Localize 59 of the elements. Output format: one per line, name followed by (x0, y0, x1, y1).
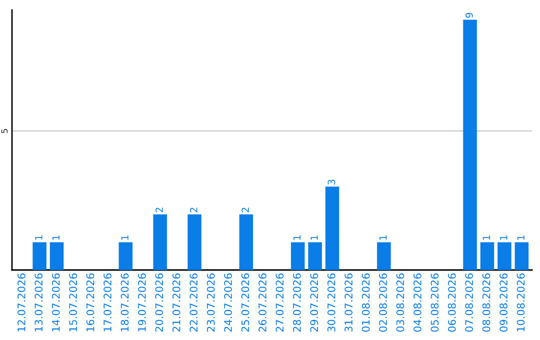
bar (50, 242, 64, 270)
x-tick-label: 26.07.2026 (258, 273, 266, 332)
x-tick-label: 29.07.2026 (310, 273, 318, 332)
data-label: 1 (293, 236, 301, 240)
data-label: 1 (500, 236, 508, 240)
x-tick-label: 10.08.2026 (516, 273, 525, 332)
data-label: 2 (242, 208, 249, 212)
x-tick-label: 08.08.2026 (482, 273, 490, 332)
x-tick-label: 23.07.2026 (206, 273, 215, 332)
x-tick-label: 31.07.2026 (344, 273, 353, 332)
x-tick-label: 14.07.2026 (52, 273, 60, 332)
x-tick-label: 27.07.2026 (276, 273, 284, 332)
bar (290, 242, 305, 270)
data-label: 1 (121, 236, 128, 240)
bar (153, 214, 167, 270)
bar (325, 186, 340, 270)
data-label: 1 (310, 236, 318, 240)
x-tick-label: 07.08.2026 (465, 273, 474, 332)
x-tick-label: 12.07.2026 (17, 273, 26, 332)
data-label: 1 (52, 236, 60, 240)
data-label: 2 (190, 208, 198, 212)
x-tick-label: 22.07.2026 (190, 273, 198, 332)
x-tick-label: 01.08.2026 (362, 273, 370, 332)
x-tick-label: 21.07.2026 (172, 273, 180, 332)
bar (239, 214, 254, 270)
data-label: 1 (380, 236, 387, 240)
x-tick-label: 09.08.2026 (500, 273, 508, 332)
x-tick-label: 19.07.2026 (138, 273, 146, 332)
x-tick-label: 15.07.2026 (69, 273, 78, 332)
bar (32, 242, 46, 270)
x-tick-label: 30.07.2026 (327, 273, 336, 332)
y-tick-label: 5 (1, 129, 8, 133)
bar (480, 242, 494, 270)
data-label: 3 (328, 180, 336, 184)
x-tick-label: 25.07.2026 (241, 273, 250, 332)
bar (463, 20, 477, 270)
bar (514, 242, 529, 270)
bar (377, 242, 391, 270)
x-tick-label: 20.07.2026 (155, 273, 164, 332)
data-label: 2 (156, 208, 163, 212)
x-tick-label: 03.08.2026 (396, 273, 404, 332)
data-label: 1 (482, 236, 490, 240)
x-tick-label: 24.07.2026 (224, 273, 232, 332)
x-tick-label: 06.08.2026 (448, 273, 456, 332)
x-tick-label: 28.07.2026 (292, 273, 301, 332)
data-label: 9 (465, 12, 473, 18)
data-label: 1 (517, 236, 524, 240)
x-tick-label: 05.08.2026 (430, 273, 439, 332)
bar (118, 242, 133, 270)
bar (308, 242, 322, 270)
x-tick-label: 04.08.2026 (414, 273, 422, 332)
x-tick-label: 13.07.2026 (34, 273, 43, 332)
x-tick-label: 18.07.2026 (120, 273, 129, 332)
bar (498, 242, 512, 270)
x-tick-label: 17.07.2026 (104, 273, 112, 332)
x-tick-label: 02.08.2026 (379, 273, 387, 332)
x-tick-label: 16.07.2026 (86, 273, 94, 332)
bar (188, 214, 202, 270)
data-label: 1 (35, 236, 42, 240)
